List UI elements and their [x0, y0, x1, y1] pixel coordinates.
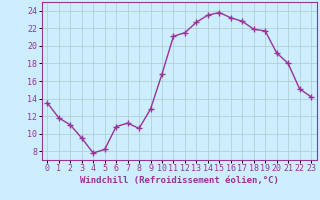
X-axis label: Windchill (Refroidissement éolien,°C): Windchill (Refroidissement éolien,°C): [80, 176, 279, 185]
